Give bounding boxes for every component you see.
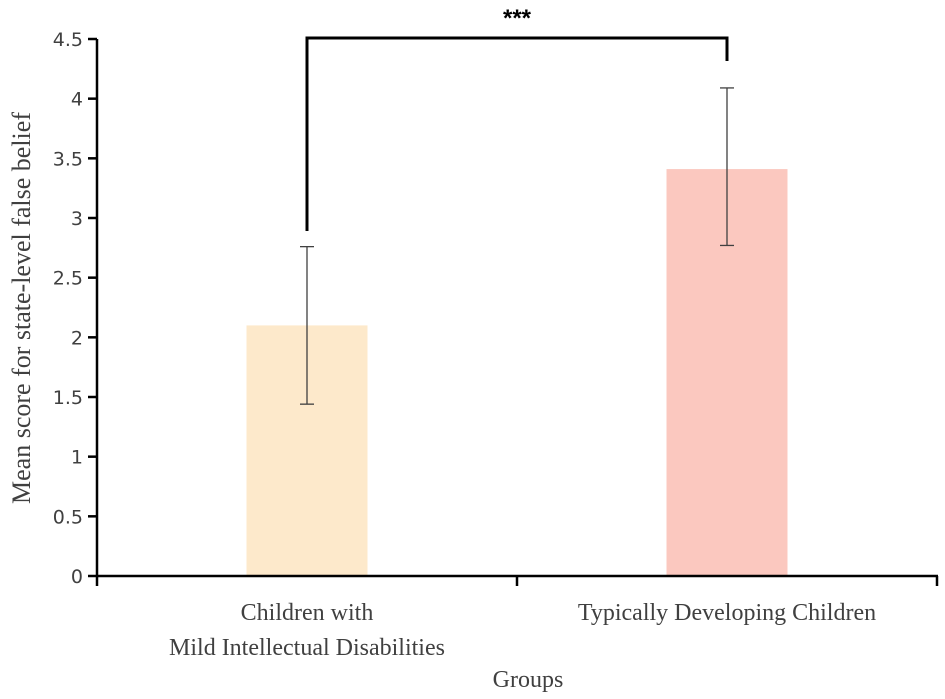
y-tick-label: 4 bbox=[71, 89, 83, 111]
y-tick-label: 4.5 bbox=[53, 29, 83, 51]
y-tick-label: 2.5 bbox=[53, 268, 83, 290]
y-tick-label: 3 bbox=[71, 208, 83, 230]
x-tick-label: Typically Developing Children bbox=[578, 600, 876, 626]
y-tick-label: 0.5 bbox=[53, 506, 83, 528]
x-axis-label: Groups bbox=[493, 667, 564, 693]
y-tick-label: 0 bbox=[71, 566, 83, 588]
y-tick-label: 3.5 bbox=[53, 148, 83, 170]
significance-label: *** bbox=[503, 5, 532, 32]
x-tick-label: Mild Intellectual Disabilities bbox=[169, 635, 445, 661]
y-axis-label: Mean score for state-level false belief bbox=[7, 112, 36, 504]
y-tick-label: 2 bbox=[71, 327, 83, 349]
y-tick-label: 1.5 bbox=[53, 387, 83, 409]
x-tick-label: Children with bbox=[241, 600, 374, 626]
significance-bracket bbox=[305, 36, 729, 231]
y-tick-label: 1 bbox=[71, 447, 83, 469]
